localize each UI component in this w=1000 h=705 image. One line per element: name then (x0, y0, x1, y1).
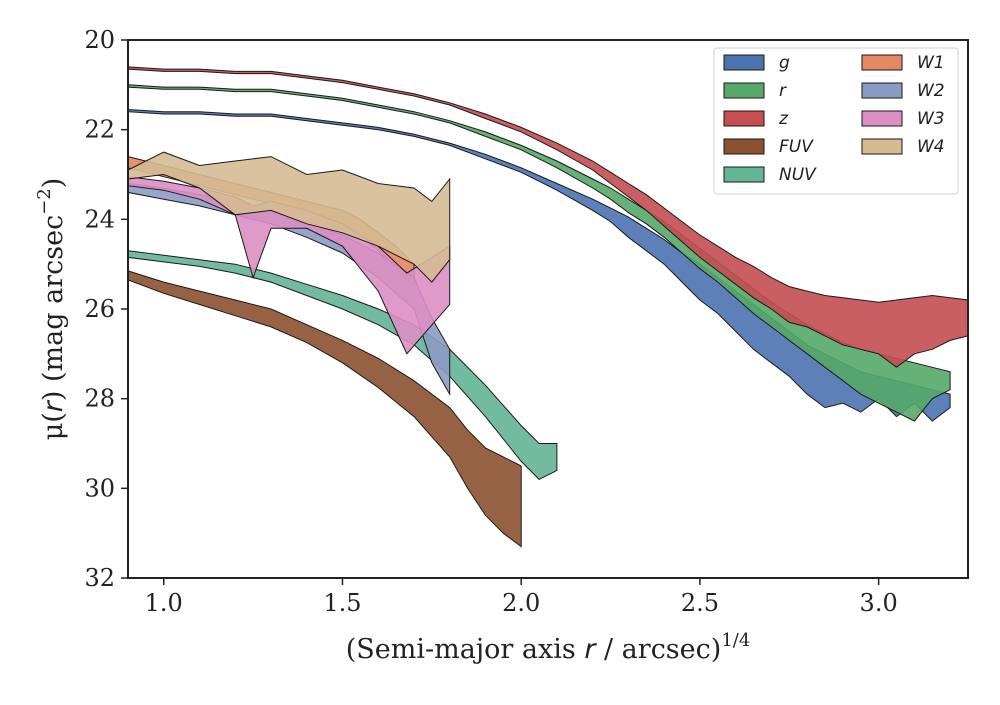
legend-label-r: r (779, 81, 787, 101)
legend-swatch-w4 (861, 138, 903, 155)
legend-swatch-nuv (723, 166, 765, 183)
band-w4 (127, 151, 451, 283)
y-tick-label: 32 (84, 564, 115, 592)
y-tick-label: 20 (84, 26, 115, 54)
legend-label-w2: W2 (917, 81, 945, 101)
legend-swatch-w3 (861, 110, 903, 127)
legend-swatch-r (723, 82, 765, 99)
legend-label-w3: W3 (917, 109, 945, 129)
y-tick-label: 28 (84, 385, 115, 413)
y-tick-label: 30 (84, 474, 115, 502)
band-r (127, 84, 951, 422)
y-tick-label: 24 (84, 205, 115, 233)
x-tick-label: 1.5 (323, 589, 361, 617)
legend-swatch-z (723, 110, 765, 127)
legend-label-z: z (778, 109, 789, 129)
x-tick-label: 3.0 (860, 589, 898, 617)
band-nuv (127, 250, 558, 481)
legend-swatch-fuv (723, 138, 765, 155)
y-tick-label: 26 (84, 295, 115, 323)
legend-label-nuv: NUV (779, 165, 817, 185)
legend-label-g: g (779, 53, 790, 73)
legend-swatch-w1 (861, 54, 903, 71)
x-tick-label: 2.5 (681, 589, 719, 617)
x-tick-label: 1.0 (145, 589, 183, 617)
legend-swatch-w2 (861, 82, 903, 99)
legend-label-fuv: FUV (779, 137, 814, 157)
legend-label-w1: W1 (917, 53, 945, 73)
y-tick-label: 22 (84, 116, 115, 144)
legend: grz FUV NUV W1 W2 W3 W4 (713, 47, 959, 195)
bands-layer (127, 66, 969, 548)
band-fuv (127, 270, 522, 548)
legend-label-w4: W4 (917, 137, 945, 157)
x-tick-label: 2.0 (502, 589, 540, 617)
legend-swatch-g (723, 54, 765, 71)
x-axis-title: (Semi-major axis r / arcsec)1/4 (346, 630, 751, 665)
y-axis-title: μ(r) (mag arcsec−2) (34, 178, 69, 441)
ticks-layer: 1.0 1.5 2.0 2.5 3.0 20 22 24 26 28 30 32 (84, 26, 897, 617)
